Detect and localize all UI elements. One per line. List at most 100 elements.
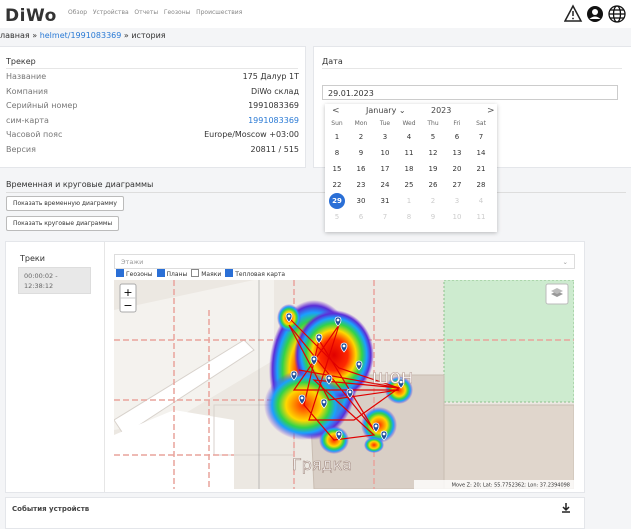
divider	[104, 242, 105, 492]
day[interactable]: 20	[445, 161, 469, 177]
prev-month[interactable]: <	[332, 106, 340, 116]
user-icon[interactable]	[587, 6, 603, 22]
logo[interactable]: DiWo	[5, 6, 57, 26]
day[interactable]: 3	[445, 193, 469, 209]
day[interactable]: 24	[373, 177, 397, 193]
day[interactable]: 10	[373, 145, 397, 161]
day[interactable]: 9	[421, 209, 445, 225]
checkbox[interactable]	[156, 269, 165, 277]
map-label: Грядка	[292, 455, 352, 474]
panel-title: Трекер	[6, 57, 36, 66]
nav-link[interactable]: Геозоны	[163, 9, 191, 16]
day[interactable]: 4	[397, 129, 421, 145]
day[interactable]: 11	[469, 209, 493, 225]
day[interactable]: 11	[397, 145, 421, 161]
button[interactable]: Показать круговые диаграммы	[6, 216, 120, 231]
layers-control[interactable]	[545, 283, 569, 305]
day[interactable]: 27	[445, 177, 469, 193]
day[interactable]: 19	[421, 161, 445, 177]
day-number: 24	[380, 181, 390, 189]
field-label: Компания	[6, 86, 48, 96]
day[interactable]: 1	[397, 193, 421, 209]
nav-link[interactable]: Отчеты	[134, 9, 159, 16]
day-number: 9	[358, 149, 364, 157]
day[interactable]: 26	[421, 177, 445, 193]
day[interactable]: 12	[421, 145, 445, 161]
field-label: сим-карта	[6, 115, 49, 125]
day[interactable]: 8	[397, 209, 421, 225]
day[interactable]: 30	[349, 193, 373, 209]
day[interactable]: 2	[421, 193, 445, 209]
day[interactable]: 28	[469, 177, 493, 193]
day[interactable]: 15	[325, 161, 349, 177]
chevron: ⌄	[562, 258, 568, 266]
section-title: Временная и круговые диаграммы	[6, 180, 154, 189]
day[interactable]: 22	[325, 177, 349, 193]
day[interactable]: 6	[445, 129, 469, 145]
floors-select[interactable]: Этажи ⌄	[114, 254, 575, 269]
next-month[interactable]: >	[487, 106, 495, 116]
day[interactable]: 4	[469, 193, 493, 209]
crumb[interactable]: лавная	[0, 31, 30, 40]
download-icon[interactable]	[561, 503, 571, 513]
map[interactable]: шон Грядка + − Move Z: 20; Lat: 55.77523…	[114, 280, 574, 489]
day[interactable]: 18	[397, 161, 421, 177]
day[interactable]: 5	[421, 129, 445, 145]
year[interactable]: 2023	[431, 106, 452, 115]
date-input[interactable]: 29.01.2023	[322, 85, 618, 100]
separator: »	[32, 31, 38, 40]
button[interactable]: Показать временную диаграмму	[6, 196, 124, 211]
nav-link[interactable]: Устройства	[92, 9, 129, 16]
day[interactable]: 8	[325, 145, 349, 161]
day[interactable]: 25	[397, 177, 421, 193]
day[interactable]: 3	[373, 129, 397, 145]
day-number: 7	[382, 213, 388, 221]
crumb[interactable]: helmet/1991083369	[39, 31, 122, 40]
nav-link[interactable]: Обзор	[68, 9, 88, 16]
checkbox[interactable]	[225, 269, 234, 277]
day[interactable]: 7	[373, 209, 397, 225]
day-number: 23	[356, 181, 366, 189]
day-number: 1	[334, 133, 340, 141]
zoom-out[interactable]: −	[123, 299, 132, 312]
divider	[6, 192, 626, 193]
day[interactable]: 21	[469, 161, 493, 177]
day[interactable]: 10	[445, 209, 469, 225]
day-number: 22	[332, 181, 342, 189]
layer-toggle[interactable]: Геозоны	[116, 269, 153, 278]
selected-day: 29	[329, 193, 345, 209]
zoom-in[interactable]: +	[123, 286, 132, 299]
day[interactable]: 6	[349, 209, 373, 225]
day-number: 31	[380, 197, 390, 205]
day[interactable]: 29	[325, 193, 349, 209]
checkbox[interactable]	[116, 269, 124, 277]
language-icon[interactable]	[608, 5, 626, 23]
day-number: 15	[332, 165, 342, 173]
checkbox[interactable]	[191, 269, 200, 277]
day[interactable]: 9	[349, 145, 373, 161]
month-select[interactable]: January ⌄	[366, 106, 406, 115]
layer-toggle[interactable]: Маяки	[191, 269, 221, 278]
day[interactable]: 16	[349, 161, 373, 177]
day-number: 11	[476, 213, 486, 221]
nav-link[interactable]: Происшествия	[196, 9, 243, 16]
day[interactable]: 14	[469, 145, 493, 161]
weekday: Sun	[331, 119, 343, 127]
field-value: 175 Далур 1Т	[242, 72, 299, 81]
day[interactable]: 13	[445, 145, 469, 161]
day[interactable]: 31	[373, 193, 397, 209]
alert-icon[interactable]	[564, 4, 583, 22]
select-placeholder: Этажи	[121, 258, 144, 266]
day[interactable]: 1	[325, 129, 349, 145]
day[interactable]: 2	[349, 129, 373, 145]
layer-toggle[interactable]: Тепловая карта	[225, 269, 285, 278]
layer-toggle[interactable]: Планы	[156, 269, 187, 278]
weekday: Thu	[427, 119, 439, 127]
road	[114, 410, 234, 489]
field-value[interactable]: 1991083369	[248, 115, 299, 125]
day[interactable]: 7	[469, 129, 493, 145]
day[interactable]: 23	[349, 177, 373, 193]
day[interactable]: 17	[373, 161, 397, 177]
track-item[interactable]: 00:00:02 - 12:38:12	[18, 267, 91, 294]
day[interactable]: 5	[325, 209, 349, 225]
